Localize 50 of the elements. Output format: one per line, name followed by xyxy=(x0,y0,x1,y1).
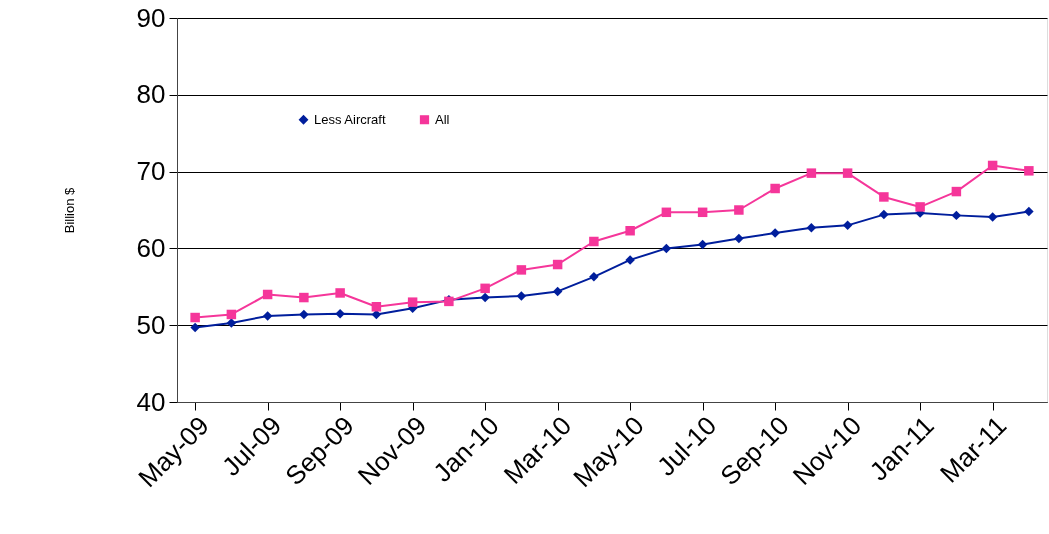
y-tick-label: 40 xyxy=(136,386,166,417)
point xyxy=(480,292,490,303)
point xyxy=(262,311,273,321)
point xyxy=(915,202,925,212)
point xyxy=(262,289,273,300)
point xyxy=(552,286,563,297)
point xyxy=(806,222,817,233)
point xyxy=(226,318,237,328)
point xyxy=(734,205,744,215)
point xyxy=(951,186,962,197)
point xyxy=(335,288,345,298)
point xyxy=(842,168,853,178)
y-axis-title: Billion $ xyxy=(61,186,77,234)
point xyxy=(226,309,237,320)
point xyxy=(407,297,418,307)
point xyxy=(879,192,889,202)
point xyxy=(552,259,563,270)
point xyxy=(335,308,345,319)
point xyxy=(480,283,490,294)
point xyxy=(770,183,780,194)
point xyxy=(987,212,998,222)
point xyxy=(661,207,672,218)
legend-label: All xyxy=(435,111,450,127)
point xyxy=(516,265,527,275)
point xyxy=(299,309,309,320)
point xyxy=(516,291,527,301)
point xyxy=(987,160,998,171)
y-tick-label: 60 xyxy=(136,232,166,263)
point xyxy=(697,239,708,250)
y-tick-label: 90 xyxy=(136,2,166,33)
y-tick-label: 50 xyxy=(136,309,166,340)
point xyxy=(1024,206,1034,217)
point xyxy=(589,236,599,247)
y-tick-label: 80 xyxy=(136,79,166,110)
y-tick-label: 70 xyxy=(136,156,166,187)
point xyxy=(299,292,309,303)
point xyxy=(806,168,817,178)
point xyxy=(951,210,962,221)
point xyxy=(190,322,200,333)
point xyxy=(842,220,853,231)
point xyxy=(371,302,382,312)
point xyxy=(697,207,708,218)
point xyxy=(1024,166,1034,176)
point xyxy=(625,225,635,236)
legend-label: Less Aircraft xyxy=(314,111,386,127)
point xyxy=(661,243,672,254)
point xyxy=(734,233,744,244)
point xyxy=(589,272,599,282)
point xyxy=(190,312,200,323)
point xyxy=(879,209,889,220)
